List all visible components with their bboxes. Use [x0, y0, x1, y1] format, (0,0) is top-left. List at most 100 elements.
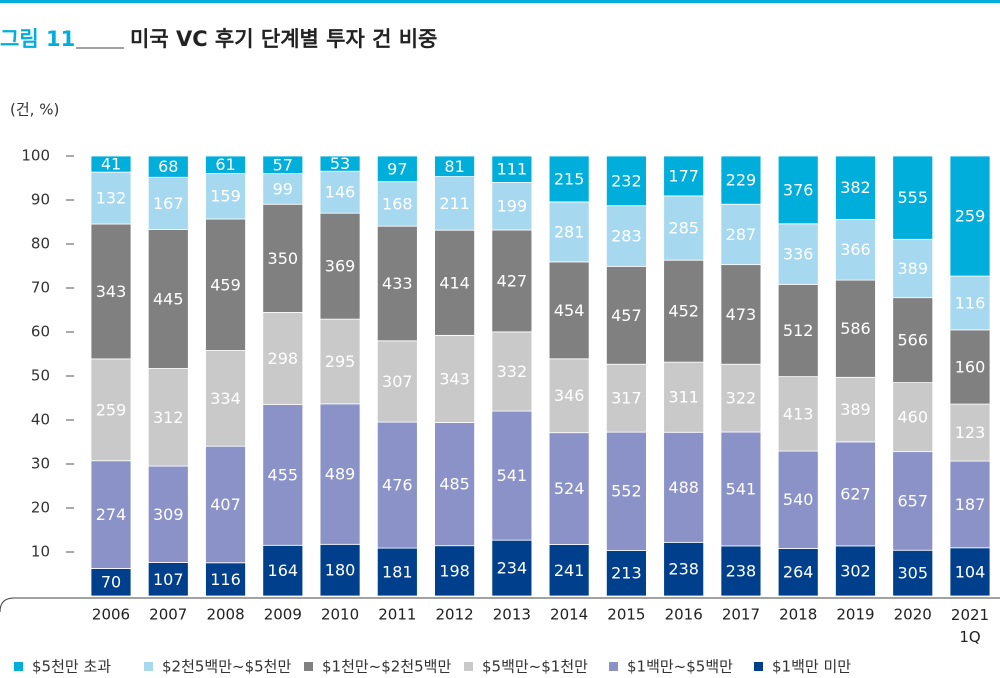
value-label: 407 — [210, 495, 241, 514]
value-label: 180 — [325, 561, 356, 580]
bar-segment — [720, 431, 762, 547]
value-label: 215 — [554, 169, 585, 188]
y-tick-label: 30 — [31, 455, 50, 473]
x-tick-label: 2008 — [206, 606, 244, 624]
bar-segment — [835, 441, 876, 547]
bar-segment — [205, 562, 246, 597]
value-label: 305 — [897, 564, 928, 583]
value-label: 168 — [382, 194, 413, 213]
legend-swatch — [754, 662, 763, 671]
bar-segment — [835, 279, 876, 378]
value-label: 104 — [955, 562, 986, 581]
bar-segment — [434, 334, 476, 423]
top-rule — [0, 0, 1000, 3]
value-label: 283 — [611, 227, 642, 246]
bar-segment — [205, 173, 246, 220]
y-tick-label: 80 — [31, 235, 50, 253]
value-label: 488 — [668, 478, 699, 497]
bar-segment — [262, 312, 304, 406]
value-label: 382 — [840, 178, 871, 197]
value-label: 512 — [783, 321, 814, 340]
bar-segment — [606, 363, 647, 433]
value-label: 199 — [497, 197, 528, 216]
bar-segment — [606, 549, 647, 597]
bar-segment — [205, 155, 246, 174]
value-label: 213 — [611, 564, 642, 583]
legend-label: $5백만~$1천만 — [482, 658, 588, 676]
x-tick-label: 2007 — [149, 606, 187, 624]
value-label: 657 — [897, 491, 928, 510]
value-label: 232 — [611, 171, 642, 190]
bar-segment — [262, 203, 304, 313]
bar-segment — [720, 203, 762, 266]
bar-segment — [892, 155, 934, 240]
bar-segment — [205, 445, 246, 564]
bar-segment — [319, 155, 361, 172]
bar-segment — [949, 403, 991, 462]
bar-segment — [606, 265, 647, 365]
bar-segment — [720, 363, 762, 433]
value-label: 376 — [783, 180, 814, 199]
bar-segment — [720, 545, 762, 597]
bar-segment — [491, 331, 533, 412]
value-label: 389 — [897, 259, 928, 278]
bar-segment — [262, 404, 304, 546]
value-label: 336 — [783, 245, 814, 264]
frame — [0, 597, 1000, 613]
value-label: 366 — [840, 240, 871, 259]
value-label: 81 — [444, 157, 464, 176]
bar-segment — [319, 403, 361, 545]
value-label: 159 — [210, 187, 241, 206]
value-label: 540 — [783, 490, 814, 509]
bar-segment — [949, 460, 991, 549]
bar-segment — [892, 297, 934, 384]
bar-segment — [548, 544, 590, 597]
value-label: 61 — [215, 155, 235, 174]
value-label: 123 — [955, 423, 986, 442]
value-label: 459 — [210, 275, 241, 294]
value-label: 586 — [840, 319, 871, 338]
value-label: 427 — [497, 271, 528, 290]
y-tick-label: 60 — [31, 323, 50, 341]
bar-segment — [949, 329, 991, 405]
value-label: 132 — [96, 189, 127, 208]
value-label: 234 — [497, 559, 528, 578]
value-label: 53 — [330, 154, 350, 173]
legend-label: $1백만~$5백만 — [627, 658, 733, 676]
value-label: 627 — [840, 484, 871, 503]
value-label: 489 — [325, 465, 356, 484]
value-label: 457 — [611, 306, 642, 325]
x-tick-label: 2013 — [493, 606, 531, 624]
value-label: 454 — [554, 301, 585, 320]
bar-segment — [777, 223, 819, 285]
value-label: 552 — [611, 482, 642, 501]
bar-segment — [491, 410, 533, 541]
bar-segment — [606, 431, 647, 551]
bar-segment — [949, 275, 991, 331]
value-label: 302 — [840, 561, 871, 580]
value-label: 164 — [268, 561, 299, 580]
bar-segment — [491, 229, 533, 333]
value-label: 312 — [153, 408, 184, 427]
legend-swatch — [14, 662, 23, 671]
bar-segment — [205, 218, 246, 351]
x-tick-label: 2014 — [550, 606, 588, 624]
bar-segment — [434, 176, 476, 231]
bar-segment — [491, 155, 533, 183]
value-label: 160 — [955, 357, 986, 376]
value-label: 555 — [897, 188, 928, 207]
bar-segment — [663, 541, 705, 597]
bar-segment — [606, 205, 647, 267]
value-label: 311 — [668, 388, 699, 407]
bar-segment — [606, 155, 647, 207]
value-label: 264 — [783, 563, 814, 582]
value-label: 455 — [268, 465, 299, 484]
value-label: 116 — [210, 570, 241, 589]
value-label: 167 — [153, 194, 184, 213]
value-label: 445 — [153, 289, 184, 308]
x-tick-label: 2009 — [264, 606, 302, 624]
value-label: 211 — [439, 194, 470, 213]
bar-segment — [434, 545, 476, 597]
value-label: 541 — [497, 466, 528, 485]
